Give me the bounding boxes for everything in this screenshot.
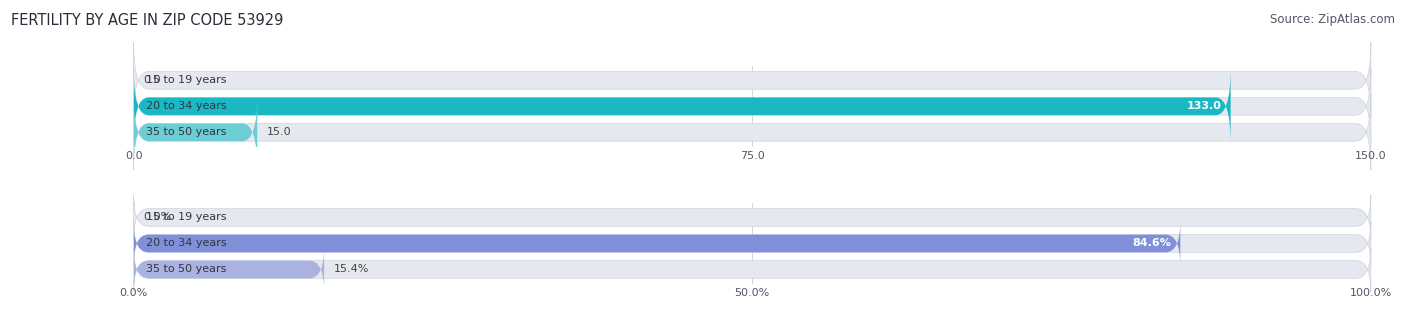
Text: 20 to 34 years: 20 to 34 years — [146, 239, 226, 248]
FancyBboxPatch shape — [134, 221, 1180, 266]
Text: 15 to 19 years: 15 to 19 years — [146, 213, 226, 222]
Text: 15 to 19 years: 15 to 19 years — [146, 75, 226, 85]
Text: 84.6%: 84.6% — [1133, 239, 1171, 248]
Text: 0.0%: 0.0% — [143, 213, 172, 222]
FancyBboxPatch shape — [134, 42, 1371, 118]
FancyBboxPatch shape — [134, 247, 1371, 292]
Text: 0.0: 0.0 — [143, 75, 162, 85]
FancyBboxPatch shape — [134, 94, 257, 170]
FancyBboxPatch shape — [134, 195, 1371, 240]
Text: FERTILITY BY AGE IN ZIP CODE 53929: FERTILITY BY AGE IN ZIP CODE 53929 — [11, 13, 284, 28]
Text: 35 to 50 years: 35 to 50 years — [146, 264, 226, 275]
Text: 15.0: 15.0 — [267, 127, 292, 137]
Text: 15.4%: 15.4% — [335, 264, 370, 275]
FancyBboxPatch shape — [134, 68, 1371, 144]
Text: 20 to 34 years: 20 to 34 years — [146, 101, 226, 111]
FancyBboxPatch shape — [134, 94, 1371, 170]
Text: 35 to 50 years: 35 to 50 years — [146, 127, 226, 137]
FancyBboxPatch shape — [134, 68, 1230, 144]
FancyBboxPatch shape — [134, 221, 1371, 266]
FancyBboxPatch shape — [134, 247, 325, 292]
Text: Source: ZipAtlas.com: Source: ZipAtlas.com — [1270, 13, 1395, 26]
Text: 133.0: 133.0 — [1187, 101, 1222, 111]
